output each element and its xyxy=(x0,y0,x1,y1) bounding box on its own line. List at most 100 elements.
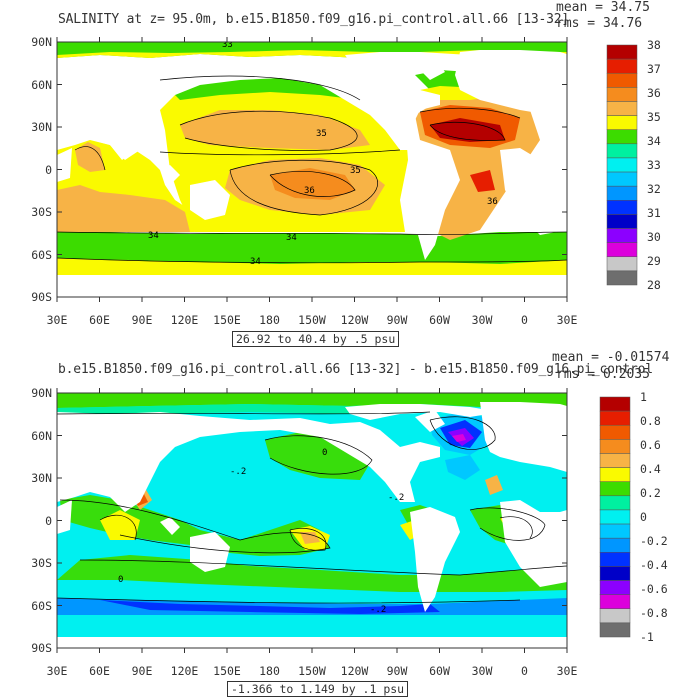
bottom-lon-label: 150W xyxy=(298,664,326,678)
top-lat-label: 30S xyxy=(31,205,52,219)
top-lon-label: 180 xyxy=(259,313,280,327)
bottom-colorbar-swatch xyxy=(599,566,631,581)
svg-text:35: 35 xyxy=(350,166,361,176)
top-colorbar-swatch xyxy=(606,72,638,88)
top-colorbar-swatch xyxy=(606,101,638,116)
bottom-colorbar-label: -0.8 xyxy=(640,606,668,620)
bottom-land xyxy=(57,402,567,648)
bottom-lon-label: 120W xyxy=(340,664,369,678)
top-lat-label: 0 xyxy=(45,162,52,177)
top-colorbar-swatch xyxy=(606,200,638,215)
top-colorbar-swatch xyxy=(606,185,638,201)
bottom-lon-label: 90E xyxy=(131,664,153,678)
top-lat-label: 30N xyxy=(31,120,52,134)
top-colorbar-swatch xyxy=(606,115,638,130)
top-colorbar-swatch xyxy=(606,143,638,159)
top-lon-label: 150E xyxy=(213,313,241,327)
bottom-title: b.e15.B1850.f09_g16.pi_control.all.66 [1… xyxy=(58,362,653,377)
bottom-range-label: -1.366 to 1.149 by .1 psu xyxy=(227,681,409,697)
top-range-label: 26.92 to 40.4 by .5 psu xyxy=(232,331,400,347)
top-colorbar-swatch xyxy=(606,228,638,243)
svg-text:34: 34 xyxy=(250,257,261,267)
top-colorbar-swatch xyxy=(606,171,638,187)
top-colorbar-label: 33 xyxy=(647,158,661,172)
svg-text:-.2: -.2 xyxy=(388,493,404,503)
bottom-colorbar-swatch xyxy=(599,481,631,497)
bottom-colorbar-swatch xyxy=(599,594,631,610)
bottom-colorbar-swatch xyxy=(599,453,631,468)
top-rms: rms = 34.76 xyxy=(556,16,643,31)
bottom-colorbar-label: 0.4 xyxy=(640,462,661,476)
bottom-lat-label: 90S xyxy=(31,641,52,655)
bottom-lat-label: 60N xyxy=(31,428,52,443)
bottom-colorbar-swatch xyxy=(599,410,631,426)
top-colorbar-label: 38 xyxy=(647,38,661,52)
bottom-lon-label: 60W xyxy=(429,664,450,678)
bottom-colorbar-swatch xyxy=(599,509,631,525)
bottom-contours xyxy=(57,411,567,604)
top-colorbar-swatch xyxy=(606,256,638,272)
bottom-lat-label: 30S xyxy=(31,556,52,570)
top-lon-label: 90W xyxy=(386,313,408,327)
bottom-lat-label: 90N xyxy=(31,386,52,400)
top-lon-label: 30E xyxy=(46,313,68,327)
bottom-colorbar-swatch xyxy=(599,537,631,553)
bottom-lon-label: 150E xyxy=(213,664,241,678)
top-lon-label: 150W xyxy=(298,313,326,327)
bottom-lon-label: 180 xyxy=(259,664,280,678)
top-lon-label: 60W xyxy=(429,313,450,327)
bottom-lat-label: 0 xyxy=(45,513,52,528)
svg-text:0: 0 xyxy=(322,448,327,458)
bottom-colorbar-label: -0.2 xyxy=(640,534,668,548)
svg-text:36: 36 xyxy=(304,186,315,196)
top-lon-label: 30W xyxy=(471,313,493,327)
top-lon-label: 120W xyxy=(340,313,369,327)
bottom-colorbar-swatch xyxy=(599,552,631,567)
top-title: SALINITY at z= 95.0m, b.e15.B1850.f09_g1… xyxy=(58,12,569,27)
bottom-colorbar-swatch xyxy=(599,622,631,638)
bottom-colorbar-label: 0.6 xyxy=(640,438,661,452)
top-colorbar-swatch xyxy=(606,44,638,60)
bottom-colorbar-label: 0.2 xyxy=(640,486,661,500)
bottom-lon-label: 60E xyxy=(89,664,110,678)
bottom-colorbar-label: -0.6 xyxy=(640,582,668,596)
top-colorbar-swatch xyxy=(606,214,638,229)
top-lon-label: 60E xyxy=(89,313,110,327)
top-colorbar-label: 32 xyxy=(647,182,661,196)
bottom-lon-label: 30W xyxy=(471,664,493,678)
top-contours xyxy=(57,75,567,264)
top-contour-labels: 33 35 35 36 36 34 34 34 xyxy=(148,42,498,267)
bottom-colorbar-swatch xyxy=(599,608,631,624)
top-colorbar-swatch xyxy=(606,129,638,145)
top-colorbar-label: 37 xyxy=(647,62,661,76)
bottom-colorbar-label: -0.4 xyxy=(640,558,668,572)
svg-text:34: 34 xyxy=(148,231,159,241)
top-lon-label: 90E xyxy=(131,313,153,327)
bottom-colorbar-label: 0 xyxy=(640,510,647,524)
svg-text:0: 0 xyxy=(118,575,123,585)
top-colorbar-swatch xyxy=(606,58,638,74)
bottom-lat-label: 60S xyxy=(31,598,52,613)
svg-text:-.2: -.2 xyxy=(370,605,386,615)
svg-text:35: 35 xyxy=(316,129,327,139)
top-colorbar-label: 30 xyxy=(647,230,661,244)
axis-ticks xyxy=(56,37,568,653)
bottom-lon-label: 30E xyxy=(556,664,578,678)
svg-text:34: 34 xyxy=(286,233,297,243)
bottom-contour-labels: 0 -.2 -.2 0 -.2 xyxy=(118,448,404,615)
top-colorbar-swatch xyxy=(606,270,638,286)
top-colorbar-label: 36 xyxy=(647,86,661,100)
bottom-lon-label: 120E xyxy=(170,664,199,678)
top-colorbar-swatch xyxy=(606,157,638,173)
top-colorbar-label: 28 xyxy=(647,278,661,292)
top-lon-label: 0 xyxy=(521,313,528,327)
bottom-colorbar-label: 1 xyxy=(640,390,647,404)
top-colorbar xyxy=(606,44,638,286)
top-mean: mean = 34.75 xyxy=(556,0,650,15)
bottom-colorbar-swatch xyxy=(599,580,631,595)
bottom-lat-label: 30N xyxy=(31,471,52,485)
bottom-colorbar-swatch xyxy=(599,495,631,511)
top-colorbar-label: 35 xyxy=(647,110,661,124)
